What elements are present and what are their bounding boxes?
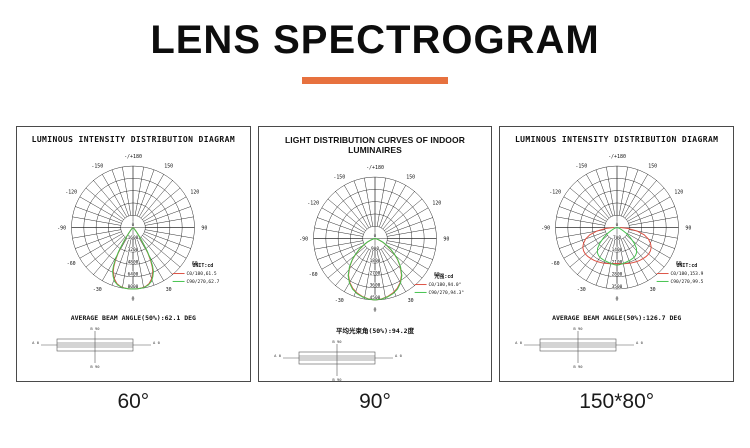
svg-text:4800: 4800 — [128, 259, 139, 265]
svg-text:B 90: B 90 — [332, 377, 342, 382]
svg-text:-120: -120 — [549, 190, 561, 196]
svg-text:3500: 3500 — [611, 284, 622, 290]
svg-text:A 0: A 0 — [153, 340, 161, 345]
svg-text:150: 150 — [648, 163, 657, 169]
svg-text:0: 0 — [374, 308, 377, 314]
svg-text:C90/270,62.7: C90/270,62.7 — [187, 279, 220, 285]
svg-text:B 90: B 90 — [90, 326, 100, 331]
svg-text:1800: 1800 — [370, 258, 381, 264]
svg-text:-120: -120 — [66, 190, 78, 196]
svg-text:UNIT:cd: UNIT:cd — [676, 263, 697, 269]
svg-text:-/+180: -/+180 — [124, 154, 142, 160]
page-title: LENS SPECTROGRAM — [150, 18, 600, 62]
svg-text:8000: 8000 — [128, 284, 139, 290]
beam-angle-text: 平均光束角(50%):94.2度 — [335, 327, 415, 335]
svg-text:B 90: B 90 — [574, 364, 584, 369]
page: LENS SPECTROGRAM LUMINOUS INTENSITY DIST… — [0, 18, 750, 448]
svg-text:-150: -150 — [575, 163, 587, 169]
svg-text:90: 90 — [443, 236, 449, 242]
diagram-panels-row: LUMINOUS INTENSITY DISTRIBUTION DIAGRAM … — [16, 126, 735, 382]
luminaire-schematic: B 90 B 90 A 0 A 0 — [515, 326, 644, 369]
svg-text:光强:cd: 光强:cd — [433, 273, 453, 280]
svg-text:-30: -30 — [93, 287, 102, 293]
svg-text:60: 60 — [676, 261, 682, 267]
svg-text:60: 60 — [434, 272, 440, 278]
beam-angle-text: AVERAGE BEAM ANGLE(50%):62.1 DEG — [70, 314, 196, 322]
svg-text:C0/180,94.0°: C0/180,94.0° — [429, 282, 462, 288]
svg-text:-60: -60 — [550, 261, 559, 267]
svg-text:-150: -150 — [333, 174, 345, 180]
svg-text:-120: -120 — [307, 201, 319, 207]
panel-beam-150x80: LUMINOUS INTENSITY DISTRIBUTION DIAGRAM … — [499, 126, 735, 382]
svg-text:3600: 3600 — [370, 283, 381, 289]
svg-text:1400: 1400 — [611, 247, 622, 253]
svg-text:C90/270,99.5: C90/270,99.5 — [670, 279, 703, 285]
svg-text:A 0: A 0 — [395, 353, 403, 358]
svg-text:B 90: B 90 — [90, 364, 100, 369]
svg-text:-60: -60 — [67, 261, 76, 267]
svg-text:120: 120 — [432, 201, 441, 207]
svg-text:0: 0 — [615, 297, 618, 303]
svg-text:-/+180: -/+180 — [608, 154, 626, 160]
svg-text:-90: -90 — [541, 225, 550, 231]
svg-text:3200: 3200 — [128, 247, 139, 253]
polar-intensity-chart: -/+180 -150 150 -120 120 -90 90 -60 60 -30 30 0 900 1… — [299, 165, 465, 314]
luminaire-schematic: B 90 B 90 A 0 A 0 — [274, 339, 403, 382]
polar-intensity-chart: -/+180 -150 150 -120 120 -90 90 -60 60 -30 30 0 1600… — [57, 154, 220, 303]
panel-beam-90: LIGHT DISTRIBUTION CURVES OF INDOOR LUMI… — [257, 126, 493, 382]
svg-text:B 90: B 90 — [332, 339, 342, 344]
svg-text:-30: -30 — [335, 298, 344, 304]
svg-text:150: 150 — [165, 163, 174, 169]
svg-text:900: 900 — [371, 246, 379, 252]
svg-text:-90: -90 — [57, 225, 66, 231]
caption-beam-150x80: 150*80° — [579, 390, 655, 413]
svg-text:90: 90 — [202, 225, 208, 231]
svg-text:B 90: B 90 — [574, 326, 584, 331]
svg-text:0: 0 — [132, 297, 135, 303]
caption-beam-60: 60° — [117, 390, 150, 413]
svg-text:120: 120 — [191, 190, 200, 196]
svg-text:-60: -60 — [309, 272, 318, 278]
svg-text:1600: 1600 — [128, 235, 139, 241]
svg-text:90: 90 — [685, 225, 691, 231]
svg-text:A 0: A 0 — [274, 353, 282, 358]
svg-text:0: 0 — [132, 222, 135, 228]
svg-text:-/+180: -/+180 — [366, 165, 384, 171]
svg-text:-90: -90 — [299, 236, 308, 242]
svg-text:-30: -30 — [577, 287, 586, 293]
svg-text:4500: 4500 — [370, 295, 381, 301]
panel-beam-60: LUMINOUS INTENSITY DISTRIBUTION DIAGRAM … — [16, 126, 251, 382]
svg-text:2700: 2700 — [370, 270, 381, 276]
svg-text:30: 30 — [649, 287, 655, 293]
caption-beam-90: 90° — [359, 390, 391, 413]
svg-text:A 0: A 0 — [32, 340, 40, 345]
svg-text:700: 700 — [613, 235, 621, 241]
svg-text:C0/180,61.5: C0/180,61.5 — [187, 271, 217, 277]
svg-text:30: 30 — [166, 287, 172, 293]
svg-text:-150: -150 — [92, 163, 104, 169]
svg-text:A 0: A 0 — [515, 340, 523, 345]
polar-intensity-chart: -/+180 -150 150 -120 120 -90 90 -60 60 -30 30 0 700 1… — [541, 154, 703, 303]
panel-title: LUMINOUS INTENSITY DISTRIBUTION DIAGRAM — [31, 135, 236, 144]
svg-text:2100: 2100 — [611, 259, 622, 265]
captions-row: 60° 90° 150*80° — [16, 390, 734, 414]
luminaire-schematic: B 90 B 90 A 0 A 0 — [32, 326, 161, 369]
title-underline — [302, 77, 448, 84]
svg-text:C0/180,153.9: C0/180,153.9 — [670, 271, 703, 277]
svg-text:2800: 2800 — [611, 272, 622, 278]
svg-text:120: 120 — [674, 190, 683, 196]
svg-text:UNIT:cd: UNIT:cd — [193, 263, 214, 269]
panel-title: LIGHT DISTRIBUTION CURVES OF INDOOR LUMI… — [285, 135, 465, 155]
svg-text:A 0: A 0 — [636, 340, 644, 345]
svg-text:0: 0 — [615, 222, 618, 228]
svg-text:60: 60 — [192, 261, 198, 267]
svg-text:150: 150 — [406, 174, 415, 180]
svg-text:C90/270,94.3°: C90/270,94.3° — [429, 290, 465, 296]
svg-text:6400: 6400 — [128, 272, 139, 278]
beam-angle-text: AVERAGE BEAM ANGLE(50%):126.7 DEG — [552, 314, 682, 322]
svg-text:30: 30 — [408, 298, 414, 304]
svg-text:0: 0 — [374, 233, 377, 239]
panel-title: LUMINOUS INTENSITY DISTRIBUTION DIAGRAM — [514, 135, 719, 144]
